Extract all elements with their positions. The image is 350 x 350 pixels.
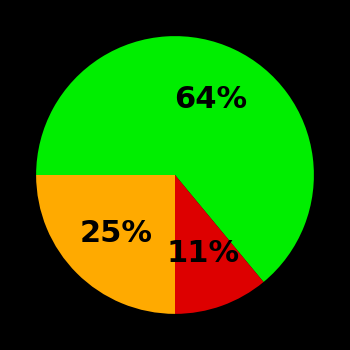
Wedge shape	[36, 175, 175, 314]
Text: 64%: 64%	[174, 85, 247, 114]
Wedge shape	[175, 175, 264, 314]
Wedge shape	[36, 36, 314, 282]
Text: 25%: 25%	[79, 219, 153, 248]
Text: 11%: 11%	[167, 239, 240, 268]
